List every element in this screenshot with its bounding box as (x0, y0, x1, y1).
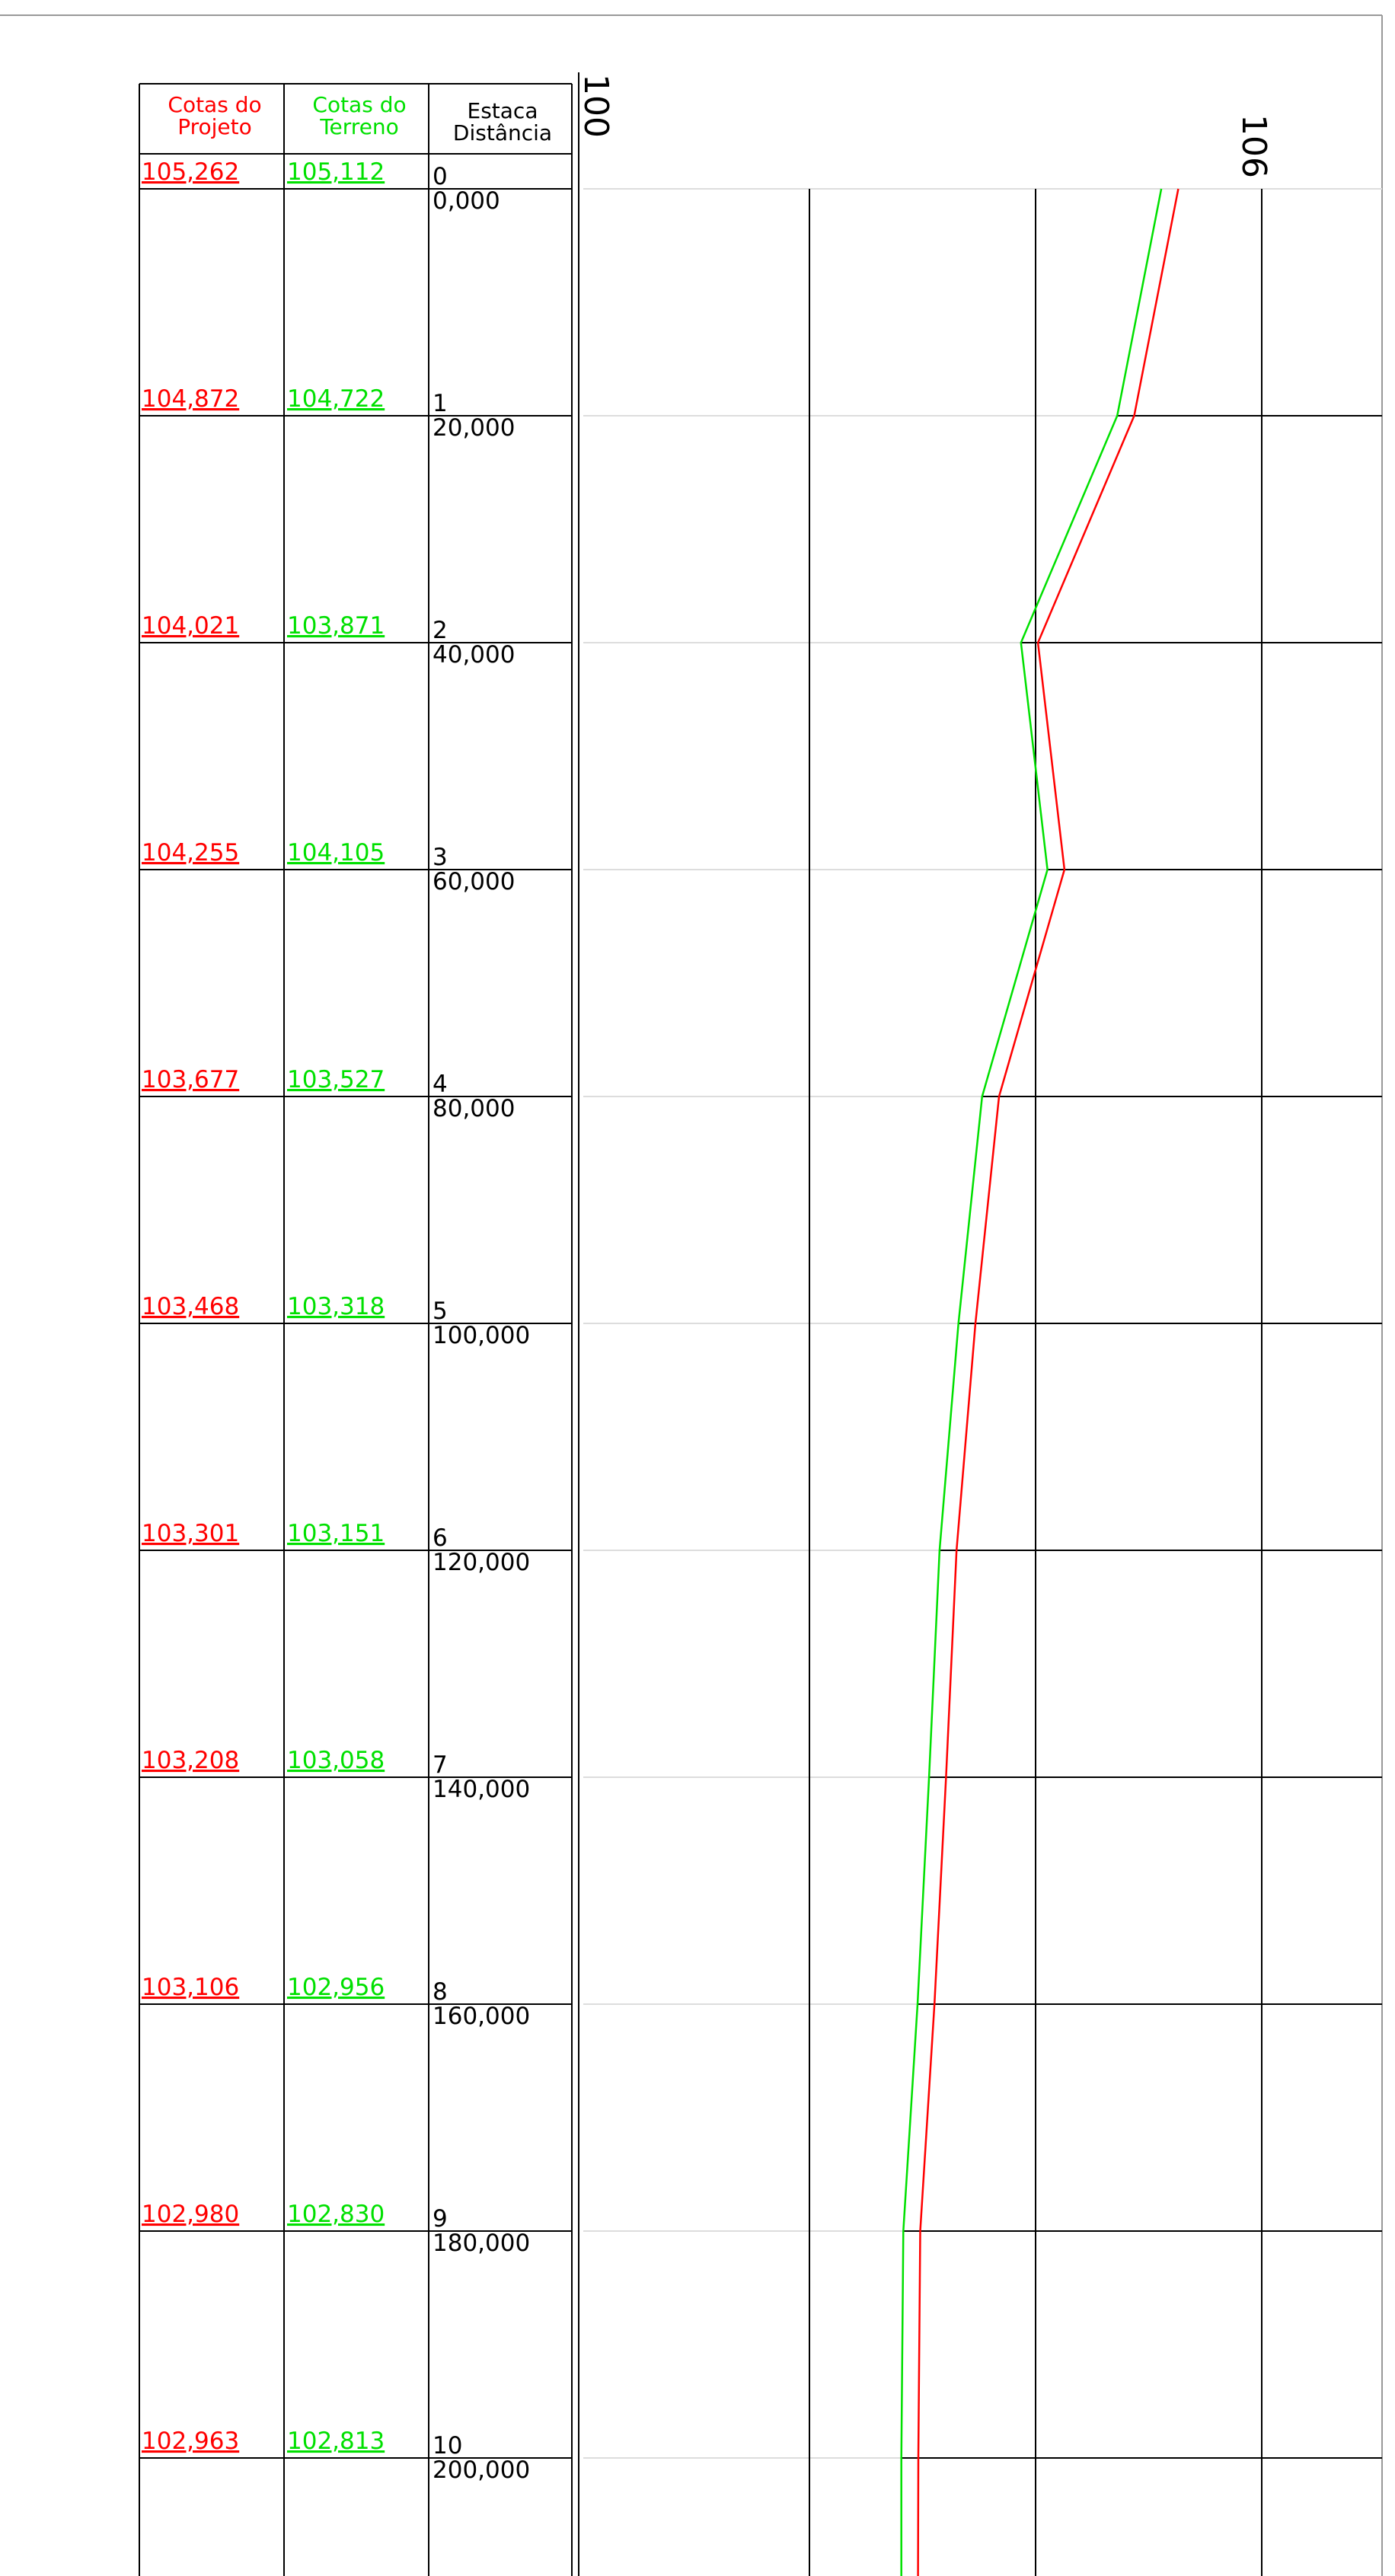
estaca-number: 3 (433, 844, 448, 871)
station-row: 105,262 105,112 00,000 (139, 158, 1382, 215)
cota-terreno: 103,058 (287, 1747, 385, 1774)
cota-projeto: 103,677 (142, 1066, 239, 1093)
axis-max-label: 106 (1234, 114, 1273, 178)
table-header (139, 83, 572, 155)
header-distancia: Distância (453, 120, 552, 145)
cota-terreno: 102,813 (287, 2428, 385, 2455)
cota-terreno: 103,527 (287, 1066, 385, 1093)
projeto-profile-line (917, 188, 1180, 2576)
cota-terreno: 103,318 (287, 1293, 385, 1320)
estaca-number: 6 (433, 1524, 448, 1552)
cota-projeto: 104,021 (142, 612, 239, 640)
profile-lines (900, 188, 1180, 2576)
header-projeto-line1: Cotas do (168, 92, 261, 117)
table-columns (139, 84, 573, 2576)
estaca-number: 9 (433, 2205, 448, 2233)
estaca-distancia: 140,000 (433, 1776, 530, 1803)
estaca-number: 10 (433, 2432, 462, 2459)
station-row: 104,255 104,105 360,000 (139, 839, 1382, 895)
cota-terreno: 104,105 (287, 839, 385, 867)
cota-terreno: 105,112 (287, 158, 385, 186)
cota-terreno: 104,722 (287, 385, 385, 413)
estaca-number: 0 (433, 163, 448, 190)
cota-projeto: 102,963 (142, 2428, 239, 2455)
cota-projeto: 105,262 (142, 158, 239, 186)
header-estaca: Estaca (468, 98, 538, 123)
estaca-distancia: 200,000 (433, 2456, 530, 2484)
estaca-distancia: 20,000 (433, 414, 515, 442)
station-row: 104,872 104,722 120,000 (139, 385, 1382, 442)
cota-terreno: 102,830 (287, 2201, 385, 2228)
cota-projeto: 103,468 (142, 1293, 239, 1320)
estaca-number: 7 (433, 1751, 448, 1779)
terreno-profile-line (900, 188, 1163, 2576)
cota-projeto: 103,301 (142, 1520, 239, 1547)
estaca-number: 5 (433, 1298, 448, 1325)
cota-terreno: 103,151 (287, 1520, 385, 1547)
estaca-distancia: 80,000 (433, 1095, 515, 1122)
station-row: 103,677 103,527 480,000 (139, 1066, 1382, 1122)
estaca-distancia: 40,000 (433, 641, 515, 669)
estaca-distancia: 120,000 (433, 1549, 530, 1576)
cota-projeto: 103,208 (142, 1747, 239, 1774)
estaca-distancia: 180,000 (433, 2230, 530, 2257)
cota-terreno: 103,871 (287, 612, 385, 640)
estaca-number: 2 (433, 617, 448, 644)
estaca-distancia: 0,000 (433, 187, 500, 215)
header-terreno-line2: Terreno (319, 114, 399, 139)
elevation-gridlines (809, 189, 1263, 2576)
estaca-number: 8 (433, 1978, 448, 2006)
cota-projeto: 102,980 (142, 2201, 239, 2228)
stations: 105,262 105,112 00,000 104,872 104,722 120,00… (139, 158, 1382, 2484)
cota-terreno: 102,956 (287, 1974, 385, 2001)
estaca-number: 4 (433, 1071, 448, 1098)
estaca-distancia: 100,000 (433, 1322, 530, 1349)
estaca-distancia: 160,000 (433, 2003, 530, 2030)
header-projeto-line2: Projeto (177, 114, 252, 139)
cota-projeto: 104,872 (142, 385, 239, 413)
axis-min-label: 100 (576, 74, 615, 138)
header-terreno-line1: Cotas do (312, 92, 406, 117)
cota-projeto: 104,255 (142, 839, 239, 867)
cota-projeto: 103,106 (142, 1974, 239, 2001)
estaca-number: 1 (433, 390, 448, 417)
estaca-distancia: 60,000 (433, 868, 515, 895)
station-row: 104,021 103,871 240,000 (139, 612, 1382, 669)
